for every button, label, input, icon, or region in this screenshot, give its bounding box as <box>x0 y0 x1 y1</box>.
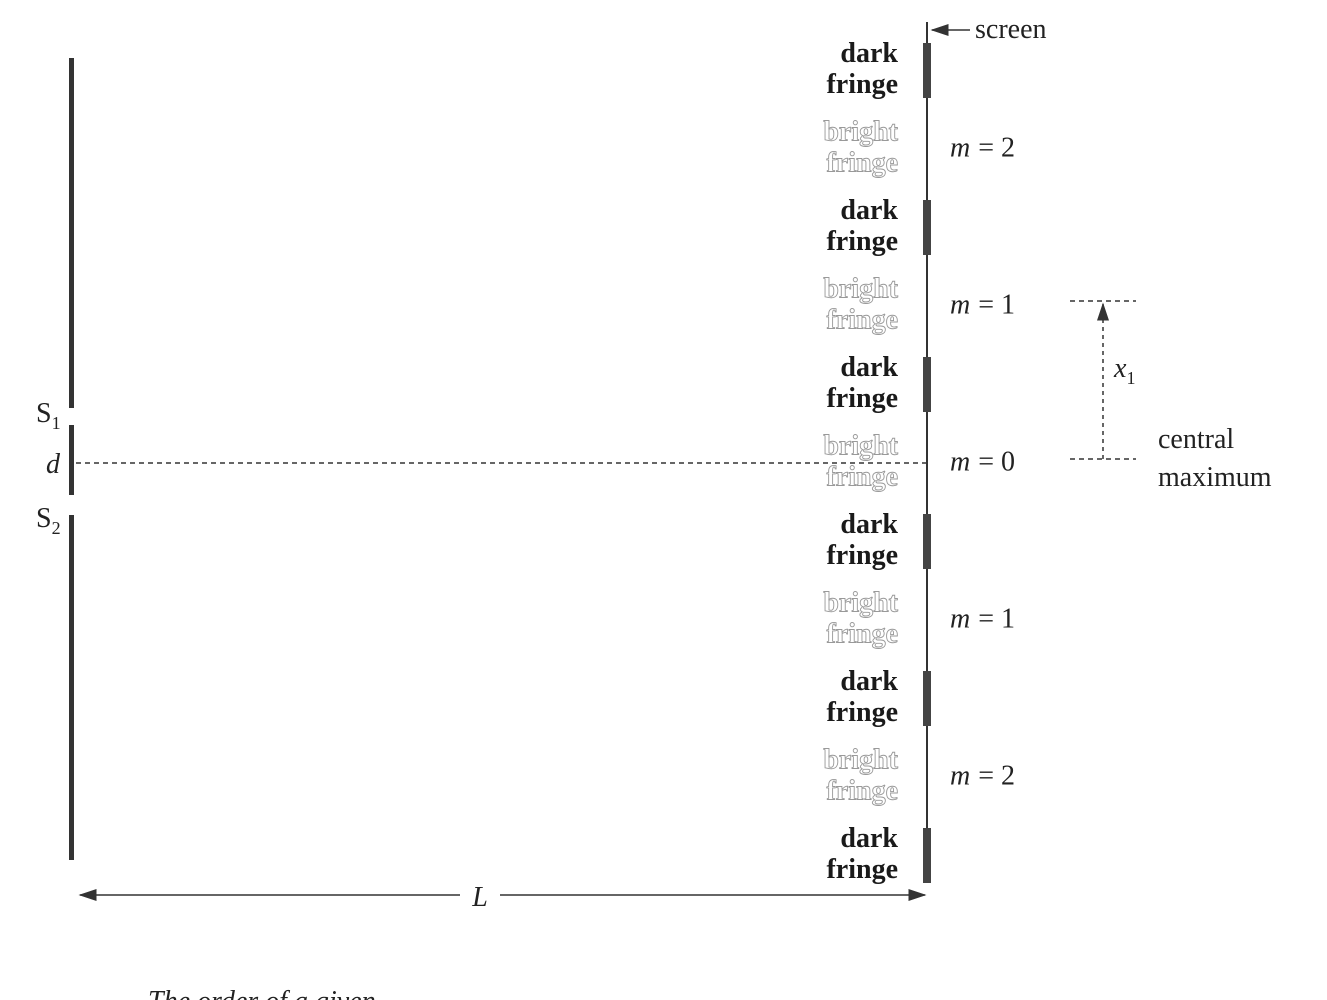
dark-band <box>923 514 931 569</box>
slit-letter: S <box>36 503 52 534</box>
order-symbol: m <box>950 133 970 164</box>
bright-fringe-label: fringe <box>826 776 898 807</box>
bright-fringe-label: bright <box>823 588 898 619</box>
slit-letter: S <box>36 398 52 429</box>
dark-fringe-label: fringe <box>826 69 898 100</box>
dark-fringe-label: dark <box>840 195 898 226</box>
order-label: m = 1 <box>950 290 1015 321</box>
order-symbol: m <box>950 761 970 792</box>
bright-fringe-label: fringe <box>826 305 898 336</box>
order-value: = 1 <box>978 290 1015 321</box>
bright-fringe-label: bright <box>823 431 898 462</box>
slit-label: S1 <box>36 398 61 433</box>
order-label: m = 2 <box>950 761 1015 792</box>
offset-label: x1 <box>1113 353 1135 388</box>
dark-fringe-label: fringe <box>826 854 898 885</box>
separation-label: d <box>46 449 61 480</box>
bright-fringe-label: bright <box>823 274 898 305</box>
offset-letter: x <box>1113 353 1127 384</box>
barrier <box>69 425 74 495</box>
bright-fringe-label: fringe <box>826 462 898 493</box>
dark-fringe-label: dark <box>840 666 898 697</box>
dark-fringe-label: dark <box>840 38 898 69</box>
dark-fringe-label: fringe <box>826 383 898 414</box>
slit-label: S2 <box>36 503 61 538</box>
caption: The order of a given <box>148 986 376 1000</box>
order-value: = 0 <box>978 447 1015 478</box>
central-label: central <box>1158 424 1234 455</box>
bright-fringe-label: bright <box>823 117 898 148</box>
dark-band <box>923 357 931 412</box>
order-label: m = 2 <box>950 133 1015 164</box>
distance-label: L <box>471 882 488 913</box>
slit-sub: 2 <box>52 518 61 538</box>
order-symbol: m <box>950 447 970 478</box>
order-label: m = 0 <box>950 447 1015 478</box>
order-label: m = 1 <box>950 604 1015 635</box>
dark-band <box>923 43 931 98</box>
offset-sub: 1 <box>1126 368 1135 388</box>
slit-sub: 1 <box>52 413 61 433</box>
order-value: = 2 <box>978 133 1015 164</box>
dark-fringe-label: fringe <box>826 697 898 728</box>
dark-band <box>923 200 931 255</box>
barrier <box>69 515 74 860</box>
bright-fringe-label: bright <box>823 745 898 776</box>
barrier <box>69 58 74 408</box>
dark-fringe-label: dark <box>840 823 898 854</box>
order-symbol: m <box>950 604 970 635</box>
central-label: maximum <box>1158 462 1272 493</box>
order-symbol: m <box>950 290 970 321</box>
dark-fringe-label: fringe <box>826 540 898 571</box>
dark-fringe-label: dark <box>840 509 898 540</box>
dark-fringe-label: dark <box>840 352 898 383</box>
order-value: = 1 <box>978 604 1015 635</box>
screen-label: screen <box>975 14 1047 45</box>
order-value: = 2 <box>978 761 1015 792</box>
dark-band <box>923 828 931 883</box>
dark-fringe-label: fringe <box>826 226 898 257</box>
dark-band <box>923 671 931 726</box>
bright-fringe-label: fringe <box>826 148 898 179</box>
bright-fringe-label: fringe <box>826 619 898 650</box>
